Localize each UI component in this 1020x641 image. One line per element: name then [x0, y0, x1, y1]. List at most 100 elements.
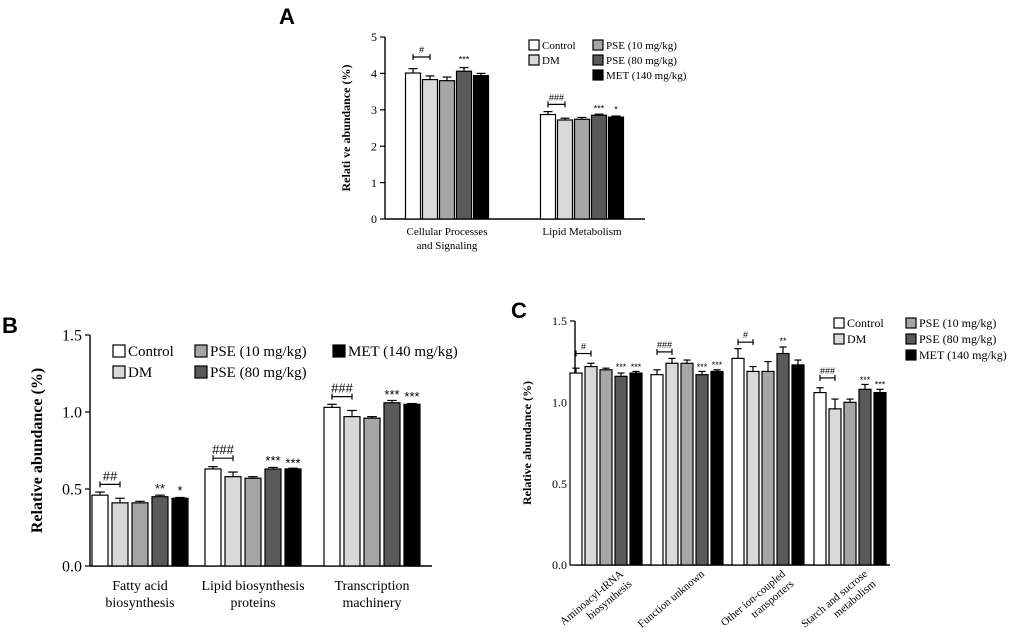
bar-pse-80-mg-kg — [383, 402, 401, 567]
legend-label: Control — [542, 40, 576, 52]
x-category-label: biosynthesis — [105, 596, 174, 611]
x-category-label: Lipid biosynthesis — [201, 579, 304, 594]
y-axis-label: Relati ve abundance (%) — [339, 65, 353, 192]
y-tick-label: 0.5 — [62, 482, 82, 499]
y-tick-label: 1.0 — [552, 396, 567, 410]
significance-label: *** — [860, 375, 871, 385]
legend-swatch — [833, 317, 845, 329]
bar-pse-80-mg-kg — [695, 374, 709, 566]
bar-pse-80-mg-kg — [455, 70, 473, 220]
bar-met-140-mg-kg — [403, 403, 421, 567]
significance-label: *** — [616, 362, 627, 372]
bar-dm — [584, 365, 598, 566]
bar-dm — [343, 416, 361, 567]
bar-pse-80-mg-kg — [590, 114, 608, 220]
significance-label: *** — [594, 103, 605, 113]
significance-label: *** — [875, 380, 886, 390]
y-tick-label: 1.5 — [62, 328, 82, 345]
x-category-label: machinery — [342, 596, 401, 611]
legend-swatch — [592, 39, 604, 51]
significance-label: * — [177, 483, 182, 498]
significance-label: # — [743, 330, 748, 340]
y-tick-label: 5 — [371, 30, 377, 44]
bar-pse-80-mg-kg — [151, 496, 169, 567]
significance-label: # — [419, 45, 424, 55]
panel-label-b: B — [2, 313, 18, 338]
bar-pse-10-mg-kg — [131, 502, 149, 567]
y-tick-label: 1 — [371, 176, 377, 190]
y-tick-label: 1.0 — [62, 405, 82, 422]
legend-label: Control — [128, 344, 174, 360]
bar-pse-10-mg-kg — [573, 118, 591, 220]
significance-label: *** — [285, 455, 300, 470]
bar-control — [539, 113, 557, 220]
bar-control — [204, 468, 222, 567]
bar-dm — [746, 370, 760, 566]
legend-label: PSE (80 mg/kg) — [606, 55, 677, 67]
significance-label: # — [581, 342, 586, 352]
significance-label: *** — [697, 362, 708, 372]
significance-label: ### — [212, 442, 234, 457]
legend-swatch — [528, 54, 540, 66]
legend-swatch — [905, 349, 917, 361]
bar-met-140-mg-kg — [873, 391, 887, 566]
significance-label: *** — [265, 453, 280, 468]
bar-dm — [224, 476, 242, 567]
y-tick-label: 1.5 — [552, 314, 567, 328]
legend-swatch — [194, 365, 208, 379]
bar-pse-10-mg-kg — [363, 417, 381, 567]
bar-control — [731, 357, 745, 566]
bar-dm — [665, 362, 679, 566]
y-tick-label: 2 — [371, 139, 377, 153]
legend-swatch — [905, 317, 917, 329]
legend-swatch — [112, 365, 126, 379]
legend-label: PSE (10 mg/kg) — [606, 40, 677, 52]
bar-pse-10-mg-kg — [843, 401, 857, 566]
legend-label: DM — [128, 365, 152, 381]
bar-met-140-mg-kg — [710, 370, 724, 566]
panel-label-c: C — [511, 298, 527, 323]
significance-label: ** — [155, 481, 165, 496]
bar-dm — [421, 78, 439, 220]
legend-label: PSE (10 mg/kg) — [210, 344, 307, 360]
legend-swatch — [194, 344, 208, 358]
legend-swatch — [528, 39, 540, 51]
legend-label: MET (140 mg/kg) — [348, 344, 458, 360]
bar-control — [323, 406, 341, 567]
bar-met-140-mg-kg — [629, 372, 643, 566]
x-category-label: proteins — [230, 596, 275, 611]
bar-control — [650, 374, 664, 566]
y-tick-label: 0.5 — [552, 477, 567, 491]
y-tick-label: 0 — [371, 212, 377, 226]
significance-label: ### — [657, 340, 672, 350]
significance-label: * — [614, 105, 618, 115]
bar-dm — [828, 408, 842, 566]
x-category-label: Starch and sucrosemetabolism — [799, 568, 879, 640]
bar-pse-10-mg-kg — [438, 80, 456, 220]
bar-dm — [556, 119, 574, 220]
legend-label: DM — [542, 55, 560, 67]
significance-label: *** — [384, 387, 399, 402]
x-category-label: Cellular Processes — [407, 226, 488, 238]
significance-label: *** — [459, 54, 470, 64]
y-axis-label: Relative abundance (%) — [29, 368, 46, 533]
bar-control — [569, 372, 583, 566]
significance-label: ### — [820, 366, 835, 376]
significance-label: ## — [103, 468, 118, 483]
bar-met-140-mg-kg — [284, 468, 302, 567]
significance-label: *** — [631, 362, 642, 372]
y-tick-label: 4 — [371, 67, 377, 81]
x-category-label: Function unknown — [636, 568, 708, 631]
bar-pse-80-mg-kg — [614, 375, 628, 566]
legend-swatch — [592, 54, 604, 66]
x-category-label: Aminoacyl-tRNAbiosynthesis — [558, 568, 634, 638]
bar-pse-10-mg-kg — [599, 369, 613, 566]
legend-swatch — [905, 333, 917, 345]
bar-control — [813, 391, 827, 566]
significance-label: *** — [712, 360, 723, 370]
bar-control — [91, 494, 109, 567]
